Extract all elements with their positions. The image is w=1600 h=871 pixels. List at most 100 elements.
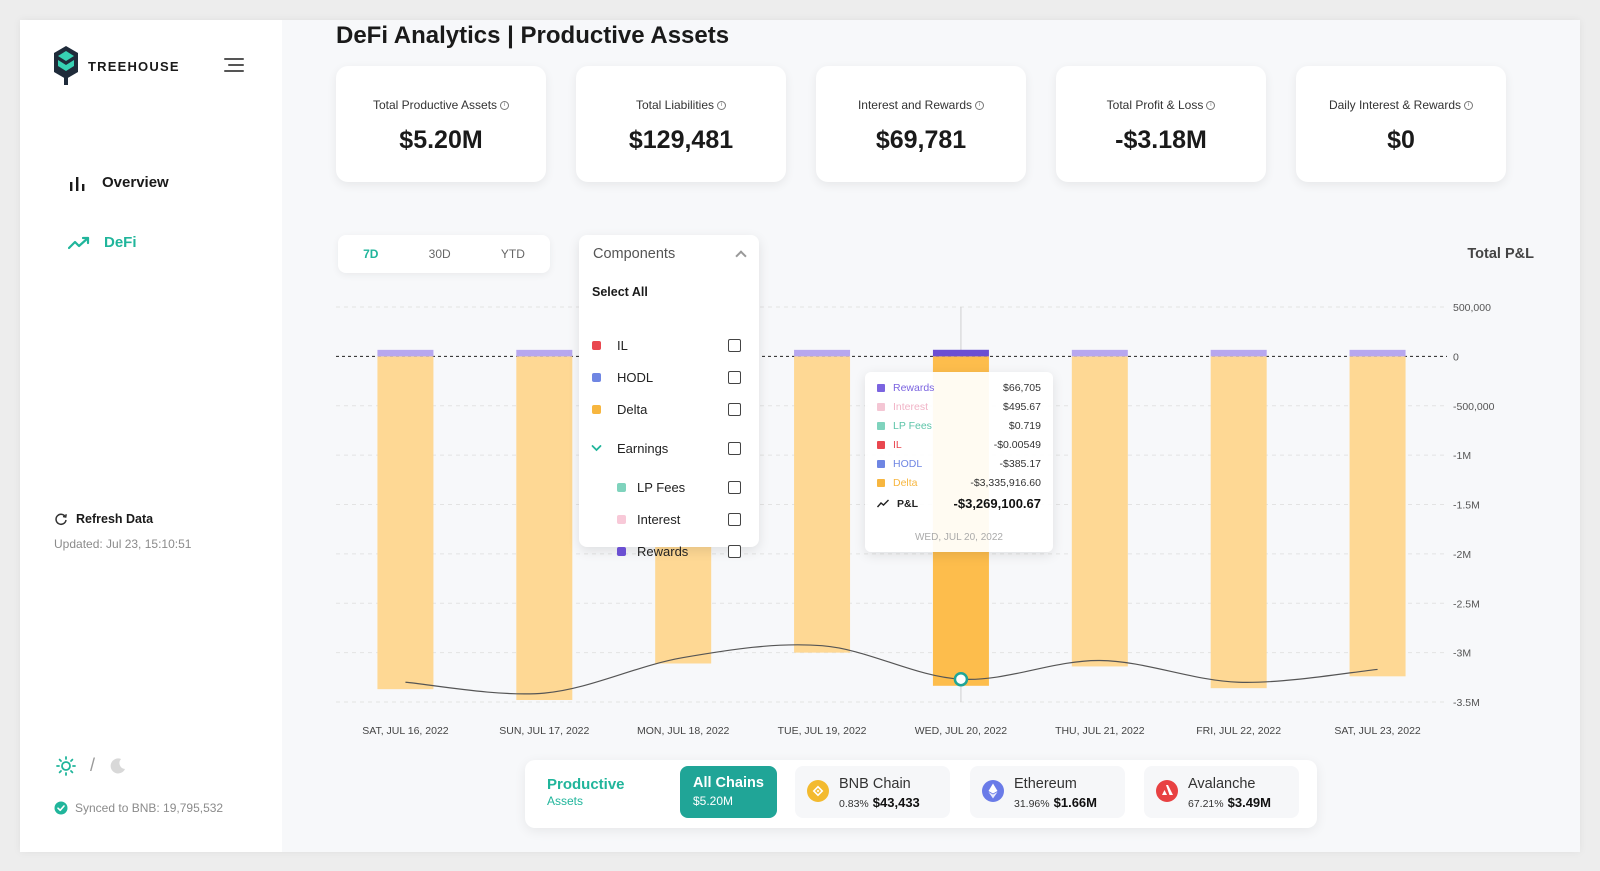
component-label: Interest — [637, 511, 681, 527]
tab-30d[interactable]: 30D — [428, 247, 451, 261]
info-icon[interactable]: i — [500, 100, 510, 110]
chevron-down-icon[interactable] — [591, 444, 602, 452]
tooltip-row-name: P&L — [897, 497, 918, 510]
components-header: Components — [593, 246, 676, 262]
select-all-option[interactable]: Select All — [592, 285, 648, 299]
tooltip-row-value: -$385.17 — [999, 458, 1041, 470]
x-tick-label: FRI, JUL 22, 2022 — [1196, 725, 1281, 737]
card-daily-interest-rewards: Daily Interest & Rewards i $0 — [1296, 66, 1506, 182]
component-checkbox[interactable] — [728, 339, 741, 352]
component-checkbox[interactable] — [728, 545, 741, 558]
nav-item-label: DeFi — [104, 234, 137, 251]
tooltip-row-value: $495.67 — [1003, 401, 1041, 413]
chain-name: Ethereum — [1014, 776, 1077, 792]
chain-button-all[interactable]: All Chains $5.20M — [680, 766, 777, 818]
chain-percent: 31.96% — [1014, 798, 1050, 810]
treehouse-logo-icon — [54, 46, 78, 85]
nav-item-overview[interactable]: Overview — [68, 174, 169, 191]
color-swatch — [617, 514, 626, 524]
x-tick-label: THU, JUL 21, 2022 — [1055, 725, 1145, 737]
component-label: IL — [617, 337, 628, 353]
productive-label: Productive — [547, 776, 625, 793]
chain-button-ethereum[interactable]: Ethereum 31.96% $1.66M — [970, 766, 1125, 818]
x-tick-label: SAT, JUL 16, 2022 — [362, 725, 449, 737]
tab-ytd[interactable]: YTD — [500, 247, 525, 261]
component-checkbox[interactable] — [728, 371, 741, 384]
chevron-up-icon — [735, 250, 747, 262]
avalanche-icon — [1156, 780, 1178, 802]
color-swatch — [877, 384, 885, 392]
card-total-profit-loss: Total Profit & Loss i -$3.18M — [1056, 66, 1266, 182]
brand-name: TREEHOUSE — [88, 58, 180, 74]
bar-delta — [1349, 356, 1406, 677]
tooltip-row-value: $66,705 — [1003, 382, 1041, 394]
check-circle-icon — [54, 801, 68, 815]
chain-button-bnb[interactable]: BNB Chain 0.83% $43,433 — [795, 766, 950, 818]
component-option-hodl[interactable]: HODL — [579, 365, 759, 389]
pl-point-highlight — [953, 671, 969, 687]
bar-rewards — [377, 349, 434, 357]
color-swatch — [592, 404, 601, 414]
x-tick-label: SAT, JUL 23, 2022 — [1334, 725, 1421, 737]
tooltip-row-value: -$0.00549 — [993, 439, 1041, 451]
chain-value: $43,433 — [872, 795, 920, 810]
x-tick-label: WED, JUL 20, 2022 — [915, 725, 1008, 737]
component-label: Earnings — [617, 440, 669, 456]
component-checkbox[interactable] — [728, 513, 741, 526]
bar-delta — [377, 356, 434, 690]
y-tick-label: -1.5M — [1453, 500, 1480, 512]
bar-chart-icon — [70, 176, 85, 191]
component-checkbox[interactable] — [728, 403, 741, 416]
info-icon[interactable]: i — [1206, 100, 1216, 110]
nav-item-defi[interactable]: DeFi — [68, 234, 137, 251]
component-option-delta[interactable]: Delta — [579, 397, 759, 421]
components-dropdown-toggle[interactable]: Components — [579, 235, 759, 273]
moon-icon[interactable] — [109, 757, 127, 775]
component-option-lp-fees[interactable]: LP Fees — [579, 475, 759, 499]
bar-rewards — [1071, 349, 1128, 357]
color-swatch — [877, 441, 885, 449]
card-label: Daily Interest & Rewards — [1328, 98, 1462, 112]
color-swatch — [592, 340, 601, 350]
refresh-data-button[interactable]: Refresh Data — [54, 512, 153, 526]
color-swatch — [877, 403, 885, 411]
chain-value: $1.66M — [1053, 795, 1097, 810]
info-icon[interactable]: i — [1464, 100, 1474, 110]
chart-title: Total P&L — [1467, 246, 1534, 262]
chain-name: Avalanche — [1188, 776, 1256, 792]
info-icon[interactable]: i — [717, 100, 727, 110]
pl-line — [405, 644, 1378, 695]
bar-delta — [1210, 356, 1267, 689]
tab-7d[interactable]: 7D — [363, 247, 379, 261]
component-option-il[interactable]: IL — [579, 333, 759, 357]
component-option-earnings[interactable]: Earnings — [579, 436, 759, 460]
chain-selector: Productive Assets All Chains $5.20M BNB … — [525, 760, 1317, 828]
tooltip-row-name: HODL — [893, 458, 923, 470]
brand[interactable]: TREEHOUSE — [54, 46, 180, 86]
sidebar: TREEHOUSE Overview DeFi — [20, 20, 282, 852]
component-option-rewards[interactable]: Rewards — [579, 539, 759, 563]
sun-icon[interactable] — [56, 755, 76, 776]
info-icon[interactable]: i — [975, 100, 985, 110]
component-checkbox[interactable] — [728, 481, 741, 494]
theme-separator: / — [90, 755, 96, 775]
refresh-data-label: Refresh Data — [76, 512, 154, 526]
tooltip-row-value: $0.719 — [1008, 420, 1041, 432]
card-value: $5.20M — [399, 126, 483, 154]
y-tick-label: -3M — [1453, 648, 1471, 660]
menu-toggle-icon[interactable] — [222, 58, 244, 74]
component-checkbox[interactable] — [728, 442, 741, 455]
chain-value: $3.49M — [1227, 795, 1271, 810]
chain-percent: 0.83% — [839, 798, 869, 810]
card-total-productive-assets: Total Productive Assets i $5.20M — [336, 66, 546, 182]
chain-button-avalanche[interactable]: Avalanche 67.21% $3.49M — [1144, 766, 1299, 818]
bar-rewards — [932, 349, 989, 357]
component-label: Delta — [617, 401, 648, 417]
card-value: $69,781 — [875, 126, 967, 154]
card-value: -$3.18M — [1115, 126, 1207, 154]
component-option-interest[interactable]: Interest — [579, 507, 759, 531]
card-value: $0 — [1387, 126, 1415, 154]
tooltip-row-hodl: HODL -$385.17 — [877, 458, 1041, 470]
bar-delta — [516, 356, 573, 701]
bar-rewards — [1349, 349, 1406, 357]
